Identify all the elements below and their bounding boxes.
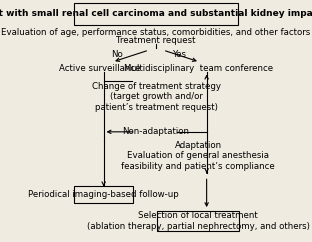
Text: Adaptation
Evaluation of general anesthesia
feasibility and patient’s compliance: Adaptation Evaluation of general anesthe… — [121, 141, 275, 171]
Text: Change of treatment strategy
(target growth and/or
patient’s treatment request): Change of treatment strategy (target gro… — [91, 82, 221, 112]
Text: No: No — [111, 50, 122, 59]
Text: Periodical imaging-based follow-up: Periodical imaging-based follow-up — [28, 190, 179, 199]
FancyBboxPatch shape — [157, 211, 239, 231]
Text: Treatment request: Treatment request — [116, 36, 196, 45]
Text: Selection of local treatment
(ablation therapy, partial nephrectomy, and others): Selection of local treatment (ablation t… — [87, 211, 310, 231]
Text: Non-adaptation: Non-adaptation — [123, 127, 189, 136]
Text: Yes: Yes — [173, 50, 187, 59]
FancyBboxPatch shape — [74, 186, 133, 203]
FancyBboxPatch shape — [74, 3, 238, 25]
Text: Patient with small renal cell carcinoma and substantial kidney impairment: Patient with small renal cell carcinoma … — [0, 9, 312, 18]
Text: Active surveillance: Active surveillance — [60, 64, 141, 73]
Text: Evaluation of age, performance status, comorbidities, and other factors: Evaluation of age, performance status, c… — [1, 28, 311, 37]
Text: Multidisciplinary  team conference: Multidisciplinary team conference — [124, 64, 274, 73]
